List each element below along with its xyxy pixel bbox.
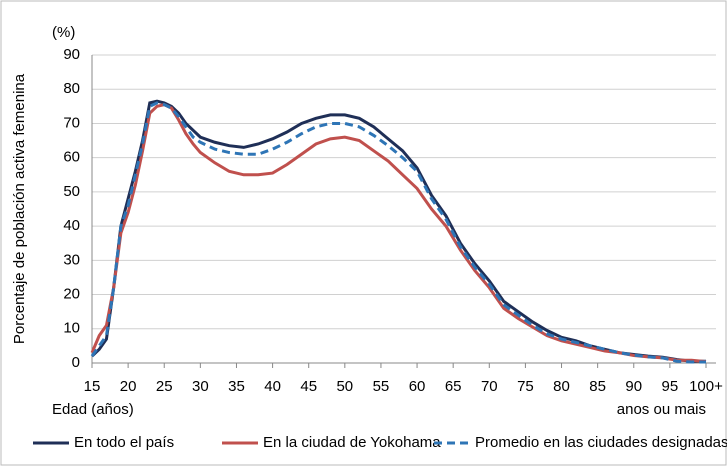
y-tick-label: 40 [63,217,80,234]
series-line [90,101,706,364]
x-tick-label: 40 [264,378,281,395]
x-tick-label: 85 [589,378,606,395]
series-line [90,103,707,364]
legend-label: Promedio en las ciudades designadas [475,434,727,451]
y-tick-label: 70 [63,114,80,131]
x-tick-label: 50 [336,378,353,395]
x-tick-label: 70 [481,378,498,395]
y-tick-label: 90 [63,46,80,63]
x-tick-label: 15 [84,378,101,395]
y-tick-label: 30 [63,251,80,268]
y-tick-label: 50 [63,183,80,200]
x-tick-label: 95 [662,378,679,395]
x-tick-label: 75 [517,378,534,395]
x-tick-label: 65 [445,378,462,395]
y-tick-label: 10 [63,320,80,337]
x-tick-label: 80 [553,378,570,395]
x-tick-label: 35 [228,378,245,395]
legend-label: En la ciudad de Yokohama [263,434,441,451]
x-tick-label: 100+ [689,378,723,395]
y-axis-label: Porcentaje de población activa femenina [11,73,28,344]
x-tick-label: 45 [300,378,317,395]
x-axis-label: Edad (años) [52,401,134,418]
legend-label: En todo el país [74,434,174,451]
x-tick-label: 60 [409,378,426,395]
x-tick-label: 55 [373,378,390,395]
x-tick-label: 30 [192,378,209,395]
y-tick-label: 60 [63,149,80,166]
x-tick-label: 20 [120,378,137,395]
x-tick-label: 90 [625,378,642,395]
x-end-note: anos ou mais [617,401,706,418]
y-unit-label: (%) [52,24,75,41]
y-tick-label: 20 [63,286,80,303]
x-tick-label: 25 [156,378,173,395]
y-tick-label: 80 [63,80,80,97]
y-tick-label: 0 [72,354,80,371]
